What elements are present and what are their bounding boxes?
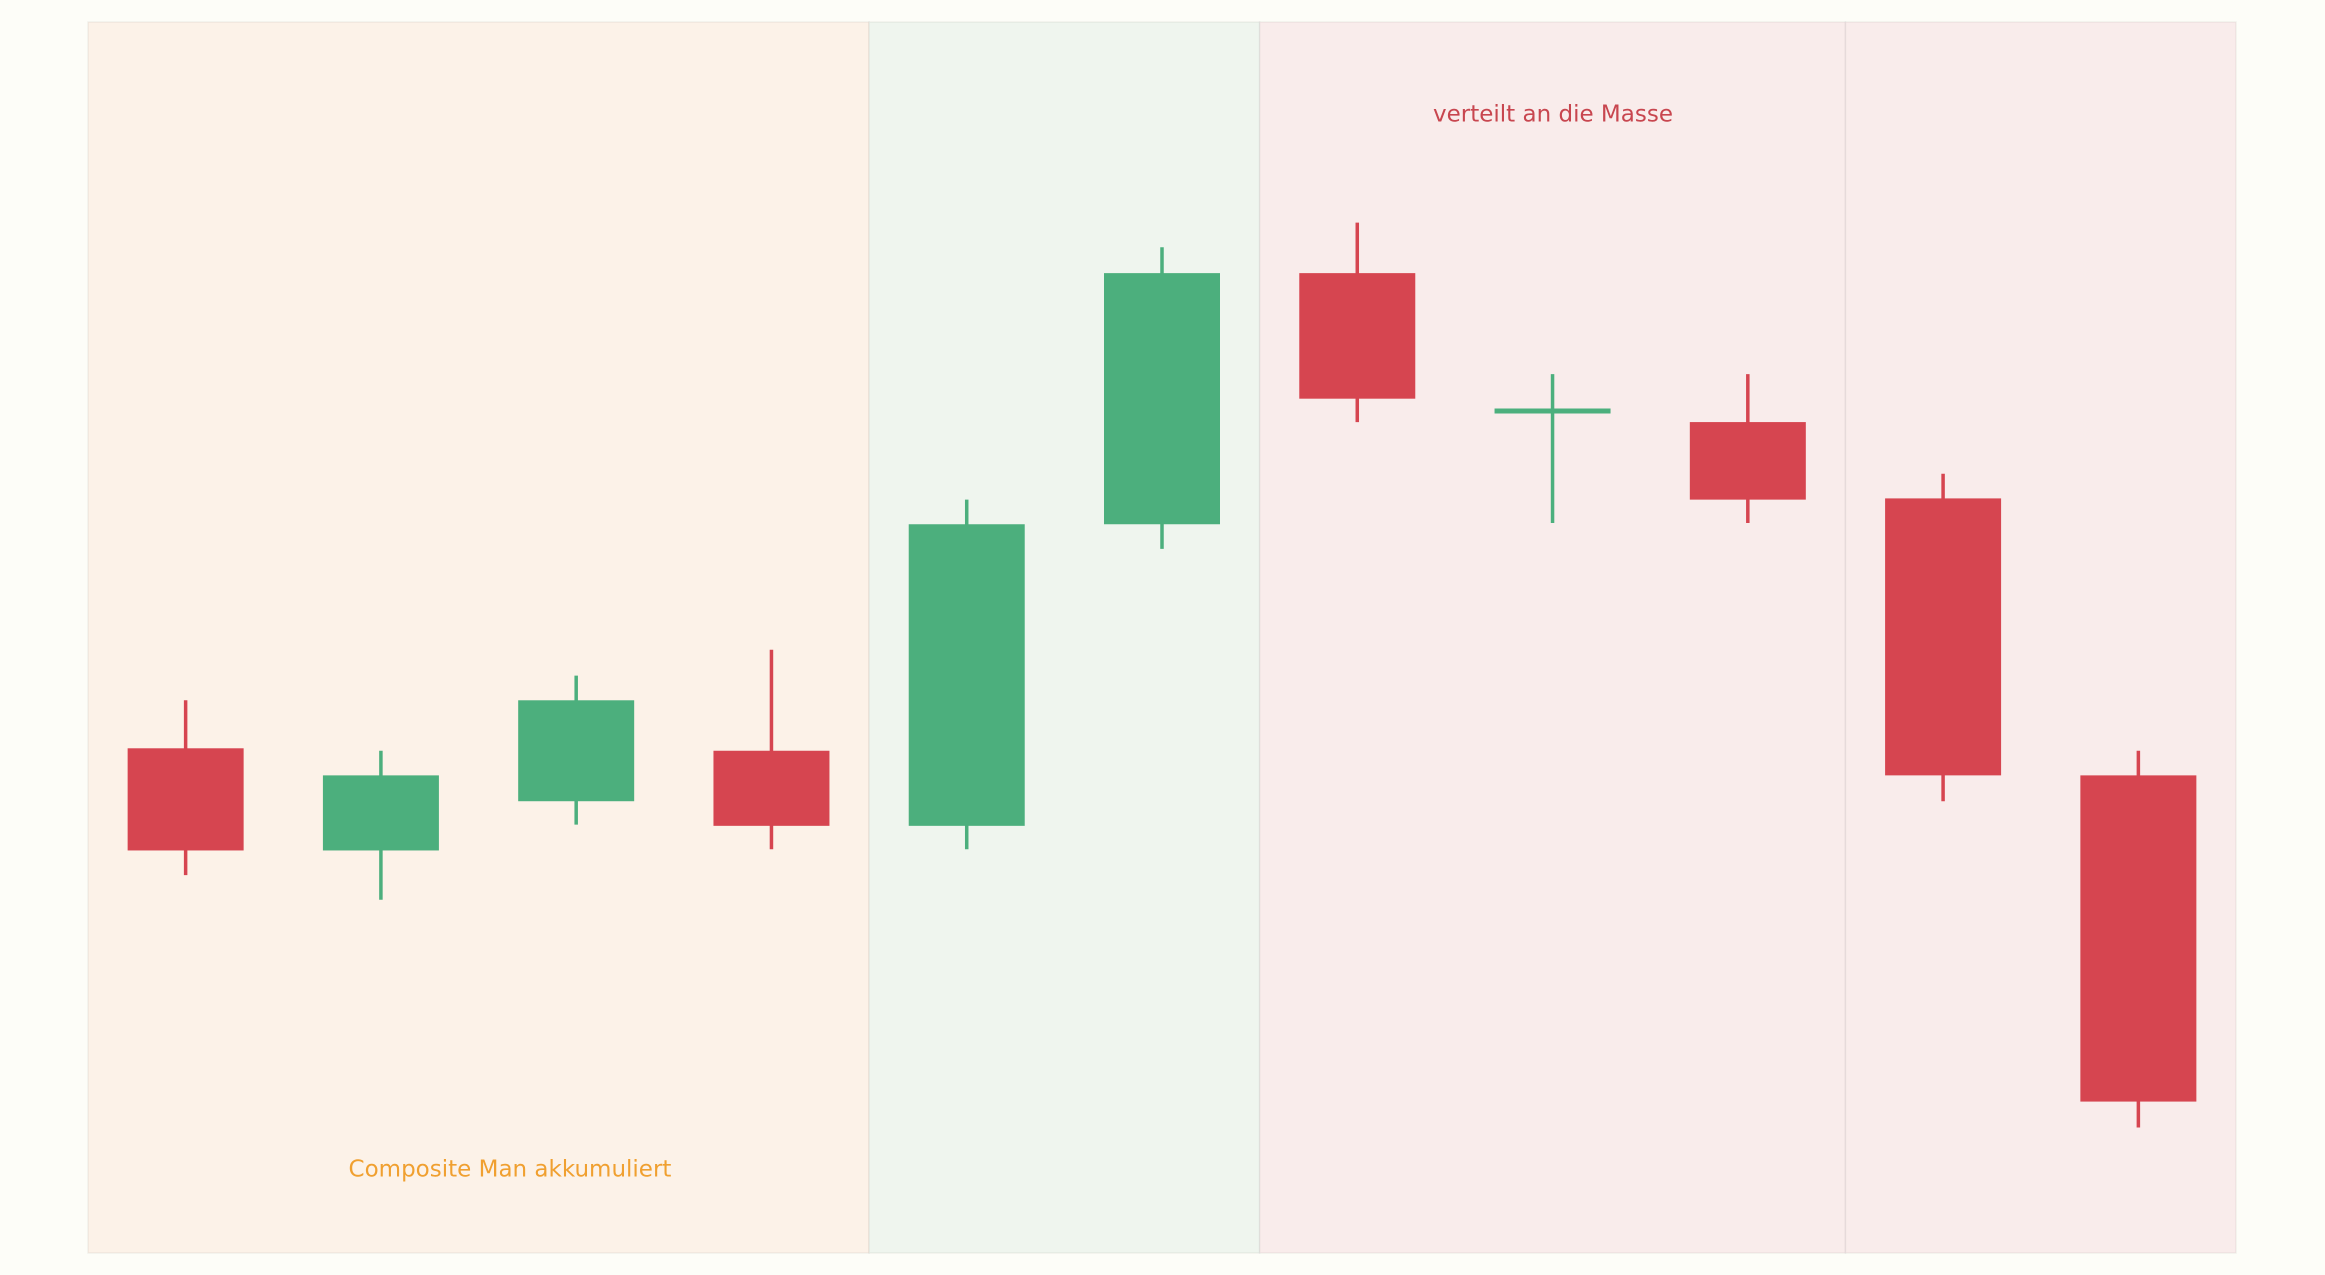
candle-body bbox=[2080, 775, 2197, 1102]
candle-body bbox=[322, 775, 439, 851]
candle-body bbox=[1104, 273, 1220, 525]
candle-body bbox=[908, 524, 1025, 826]
candle-body bbox=[1299, 273, 1416, 399]
candle-body bbox=[518, 700, 635, 802]
candles bbox=[127, 222, 2197, 1128]
candle-body bbox=[713, 750, 830, 826]
candle-body bbox=[1885, 498, 2002, 776]
candle-body bbox=[127, 748, 244, 851]
annotation: verteilt an die Masse bbox=[1433, 102, 1673, 128]
annotation: Composite Man akkumuliert bbox=[349, 1157, 672, 1183]
region bbox=[1258, 21, 1847, 1254]
candle-body bbox=[1689, 422, 1806, 500]
candle-body bbox=[1494, 408, 1611, 414]
region bbox=[87, 21, 870, 1254]
